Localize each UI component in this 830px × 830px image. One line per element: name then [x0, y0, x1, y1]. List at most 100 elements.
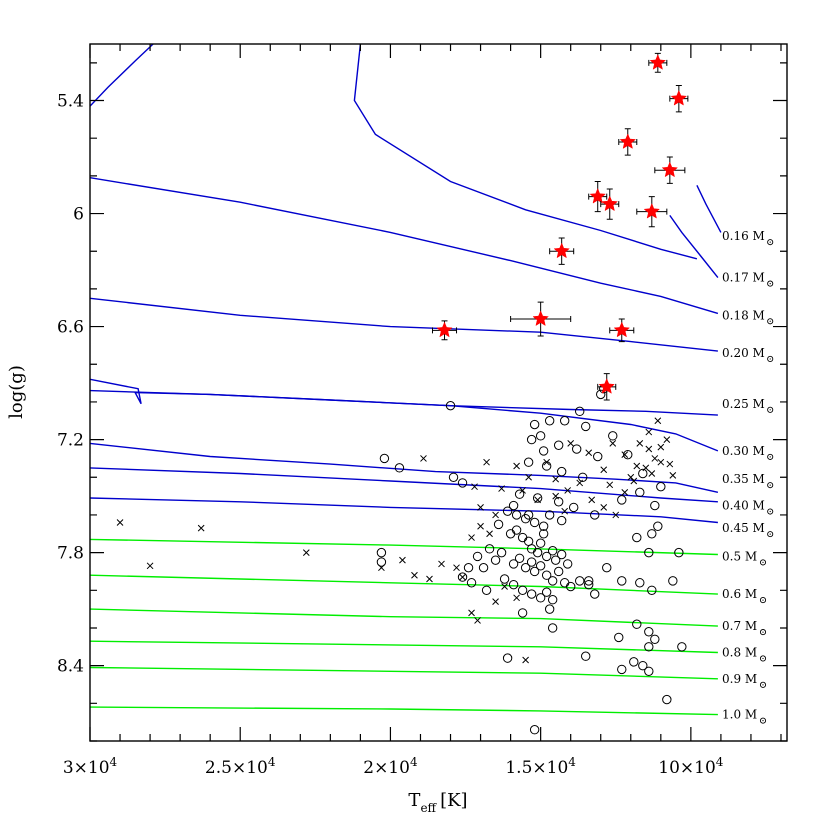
circle-point-84: [644, 547, 654, 558]
cross-point-60: [666, 460, 674, 468]
star-point-1: [670, 89, 688, 106]
circle-point-40: [493, 519, 504, 530]
circle-point-83: [632, 532, 642, 543]
solar-symbol-dot-0.20: [769, 358, 771, 360]
star-point-5: [601, 195, 619, 212]
cross-point-35: [669, 472, 677, 479]
circle-point-97: [650, 634, 660, 644]
x-axis-label-sub: eff: [420, 801, 437, 815]
cross-point-7: [426, 575, 433, 583]
circle-point-81: [602, 562, 612, 573]
circle-point-66: [565, 581, 576, 592]
cross-point-54: [552, 492, 560, 500]
cross-point-20: [420, 455, 427, 462]
cross-point-42: [621, 451, 629, 459]
circle-point-113: [584, 576, 594, 586]
star-point-4: [589, 187, 606, 204]
x-tick-label-2: 2×104: [363, 755, 418, 778]
circle-point-67: [499, 574, 510, 584]
circle-point-61: [535, 561, 546, 571]
cross-data-points: [116, 417, 677, 664]
circle-point-27: [532, 493, 543, 503]
cross-point-45: [585, 449, 593, 457]
circle-point-115: [647, 529, 657, 539]
track-label-0.7: 0.7 M: [722, 619, 757, 633]
solar-symbol-dot-0.18: [769, 320, 771, 322]
y-tick-label-5: 8.4: [57, 657, 84, 677]
y-axis-label: log(g): [6, 365, 27, 419]
track-line-0.7-13: [90, 608, 718, 627]
cross-point-16: [522, 656, 529, 664]
circle-point-32: [635, 487, 645, 498]
circle-point-24: [638, 468, 648, 479]
cross-point-1: [197, 524, 205, 532]
circle-point-89: [466, 578, 477, 588]
cross-point-39: [648, 470, 656, 477]
circle-point-29: [568, 502, 579, 513]
circle-point-109: [644, 666, 654, 676]
circle-point-9: [608, 431, 618, 441]
cross-point-33: [642, 464, 650, 472]
cross-point-19: [471, 483, 478, 491]
circle-point-1: [596, 389, 606, 400]
cross-point-44: [600, 466, 608, 474]
circle-point-13: [571, 444, 582, 454]
solar-symbol-dot-0.6: [762, 599, 764, 601]
circle-point-46: [532, 547, 543, 558]
track-line-0.8-14: [90, 640, 718, 654]
x-tick-label-1: 2.5×104: [205, 755, 276, 778]
track-line-0.17-2: [90, 44, 154, 107]
track-label-0.9: 0.9 M: [722, 672, 757, 686]
solar-symbol-0.16: [767, 239, 774, 246]
circle-point-31: [617, 495, 627, 505]
circle-point-78: [575, 576, 585, 586]
circle-point-70: [526, 589, 537, 599]
circle-point-37: [538, 521, 549, 531]
solar-symbol-dot-0.30: [769, 456, 771, 458]
circle-point-11: [538, 446, 549, 456]
track-line-0.18-4: [353, 44, 698, 260]
circle-point-25: [656, 481, 666, 492]
cross-point-0: [116, 519, 124, 526]
cross-point-40: [633, 462, 641, 470]
cross-point-25: [552, 475, 560, 483]
cross-point-32: [630, 477, 638, 485]
y-tick-label-4: 7.8: [57, 544, 84, 564]
circle-point-2: [445, 400, 456, 411]
cross-point-57: [645, 428, 653, 436]
circle-point-63: [547, 576, 558, 586]
circle-point-7: [559, 416, 570, 426]
cross-point-24: [534, 496, 541, 504]
cross-point-6: [411, 571, 418, 579]
track-label-0.16: 0.16 M: [722, 229, 765, 243]
y-tick-label-1: 6: [73, 205, 84, 225]
track-line-0.9-15: [90, 666, 718, 680]
circle-point-30: [590, 510, 600, 520]
circle-point-65: [559, 578, 570, 588]
circle-point-110: [662, 694, 672, 705]
circle-point-106: [502, 653, 513, 663]
track-label-0.5: 0.5 M: [722, 549, 757, 563]
star-point-3: [661, 161, 679, 178]
star-point-7: [553, 242, 570, 259]
circle-point-47: [535, 538, 546, 548]
cross-point-46: [567, 440, 575, 447]
circle-point-42: [511, 525, 522, 535]
solar-symbol-0.20: [767, 355, 774, 362]
circle-point-21: [556, 466, 567, 477]
circle-point-5: [529, 419, 540, 430]
cross-point-43: [609, 440, 617, 447]
star-point-9: [613, 321, 631, 338]
cross-point-18: [483, 458, 490, 466]
solar-symbol-1.0: [759, 717, 767, 724]
circle-point-85: [635, 578, 645, 588]
circle-point-111: [529, 724, 540, 735]
circle-point-10: [526, 434, 537, 445]
cross-point-37: [645, 445, 653, 453]
circle-point-54: [490, 555, 501, 565]
circle-point-12: [553, 440, 564, 450]
axis-ticks: 5.4 6 6.6 7.2 7.8 8.4 3×104 2.5×104 2×104 1.5×104…: [57, 44, 787, 778]
solar-symbol-0.30: [767, 453, 774, 460]
circle-point-4: [544, 416, 555, 426]
circle-point-103: [677, 642, 687, 652]
